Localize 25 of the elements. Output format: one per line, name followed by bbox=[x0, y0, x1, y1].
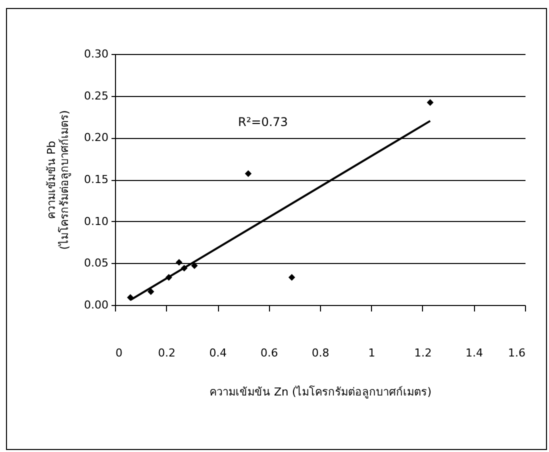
y-tick-label: 0.25 bbox=[84, 89, 108, 102]
x-tick-label: 1.4 bbox=[466, 346, 483, 360]
point bbox=[176, 258, 182, 266]
point bbox=[148, 288, 154, 295]
point bbox=[426, 99, 434, 106]
y-tick-label: 0.10 bbox=[84, 214, 108, 228]
x-tick-label: 0.6 bbox=[260, 346, 278, 360]
y-axis-title: ความเข้มข้น Pb (ไมโครกรัมต่อลูกบาศก์เมตร) bbox=[45, 110, 72, 250]
y-tick-label: 0.05 bbox=[84, 256, 108, 270]
point bbox=[191, 262, 198, 270]
x-tick-label: 1.6 bbox=[508, 346, 526, 360]
y-tick-label: 0.15 bbox=[84, 173, 108, 186]
x-tick-label: 0.8 bbox=[312, 346, 330, 360]
annotation: R²=0.73 bbox=[238, 114, 288, 129]
y-tick-label: 0.20 bbox=[84, 131, 108, 144]
point bbox=[288, 274, 296, 281]
x-tick-label: 1.2 bbox=[414, 346, 432, 360]
x-tick-label: 0.4 bbox=[209, 346, 227, 360]
x-tick-label: 0.2 bbox=[158, 346, 176, 360]
x-axis-title: ความเข้มข้น Zn (ไมโครกรัมต่อลูกบาศก์เมตร) bbox=[209, 384, 432, 398]
x-tick-label: 1 bbox=[368, 346, 376, 360]
point bbox=[244, 170, 252, 177]
x-tick-label: 0 bbox=[116, 346, 122, 360]
y-tick-label: 0.30 bbox=[84, 48, 108, 60]
y-tick-label: 0.00 bbox=[84, 298, 108, 312]
